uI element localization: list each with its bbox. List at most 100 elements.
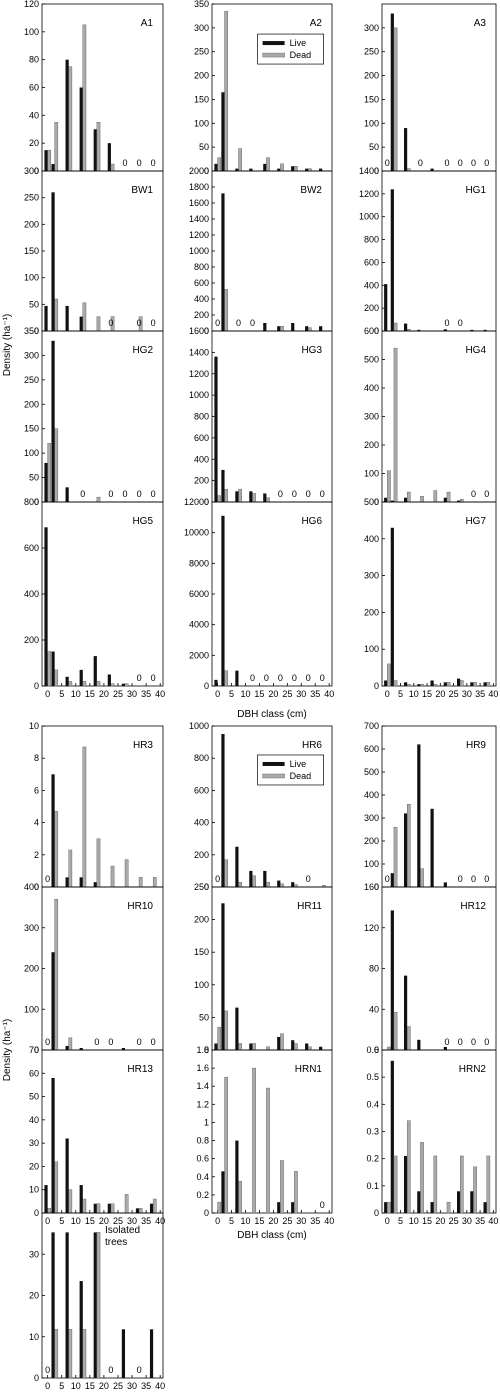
y-tick-label: 300	[364, 813, 379, 823]
bar-dead	[82, 1198, 87, 1214]
y-tick-label: 1.4	[196, 1081, 209, 1091]
bar-dead	[280, 163, 284, 172]
zero-label: 0	[123, 489, 128, 499]
y-tick-label: 0.8	[196, 1136, 209, 1146]
legend-label-dead: Dead	[290, 50, 312, 60]
y-tick-label: 500	[364, 767, 379, 777]
y-tick-label: 300	[364, 23, 379, 33]
y-tick-label: 300	[24, 166, 39, 176]
y-tick-label: 100	[364, 859, 379, 869]
zero-label: 0	[458, 318, 463, 328]
zero-label: 0	[292, 489, 297, 499]
bar-dead	[486, 1155, 491, 1214]
bar-live	[51, 774, 55, 887]
bar-live	[319, 326, 323, 331]
panel-title: HR12	[460, 901, 486, 912]
y-tick-label: 0.5	[366, 1072, 379, 1082]
y-tick-label: 200	[364, 440, 379, 450]
zero-label: 0	[471, 874, 476, 884]
bar-dead	[224, 670, 228, 687]
x-tick-label: 35	[141, 1381, 151, 1391]
bar-live	[214, 356, 218, 502]
y-tick-label: 6000	[189, 589, 209, 599]
bar-live	[51, 651, 55, 686]
bar-live	[93, 1203, 97, 1213]
bar-live	[51, 340, 55, 502]
zero-label: 0	[385, 874, 390, 884]
panel-title: HR6	[302, 740, 322, 751]
bar-dead	[266, 157, 270, 172]
x-tick-label: 0	[45, 1381, 50, 1391]
bar-live	[135, 1208, 140, 1213]
legend-swatch-dead	[262, 52, 285, 58]
y-tick-label: 800	[194, 753, 209, 763]
bar-dead	[420, 1142, 424, 1214]
y-tick-label: 0	[204, 1208, 209, 1218]
panel-frame	[41, 330, 164, 503]
bar-dead	[110, 683, 115, 687]
y-tick-label: 0.3	[366, 1127, 379, 1137]
x-tick-label: 35	[310, 1216, 320, 1226]
y-tick-label: 250	[24, 193, 39, 203]
panel-hr11: 0 50 100 150 200 250 HR11	[194, 882, 333, 1055]
zero-label: 0	[108, 489, 113, 499]
bar-dead	[486, 682, 491, 687]
bar-live	[79, 87, 83, 171]
y-tick-label: 1.6	[196, 1063, 209, 1073]
x-tick-label: 35	[475, 1216, 485, 1226]
y-tick-label: 0	[374, 1208, 379, 1218]
bar-dead	[54, 1329, 59, 1379]
bar-dead	[96, 496, 101, 503]
bar-live	[390, 1060, 394, 1213]
bar-live	[221, 903, 225, 1050]
y-tick-label: 200	[364, 836, 379, 846]
bar-live	[277, 168, 281, 171]
bar-live	[319, 1046, 323, 1050]
x-tick-label: 40	[324, 1216, 334, 1226]
bar-live	[235, 1007, 239, 1050]
x-tick-label: 5	[229, 689, 234, 699]
zero-label: 0	[137, 489, 142, 499]
y-tick-label: 0	[204, 166, 209, 176]
bar-dead	[280, 1160, 284, 1214]
x-tick-label: 40	[155, 689, 165, 699]
y-tick-label: 0	[34, 326, 39, 336]
bar-live	[51, 192, 55, 331]
y-tick-label: 0.4	[366, 1099, 379, 1109]
bar-dead	[473, 1166, 477, 1214]
legend-box	[257, 754, 324, 786]
x-tick-label: 25	[113, 1216, 123, 1226]
bar-live	[384, 680, 388, 686]
x-tick-label: 40	[488, 689, 498, 699]
bar-dead	[224, 1010, 228, 1051]
y-tick-label: 30	[29, 1138, 39, 1148]
x-tick-label: 15	[254, 1216, 264, 1226]
bar-live	[149, 1203, 154, 1213]
zero-label: 0	[418, 158, 423, 168]
y-tick-label: 250	[194, 47, 209, 57]
panel-frame	[211, 1049, 333, 1214]
x-tick-label: 5	[229, 1216, 234, 1226]
y-tick-label: 0.4	[196, 1172, 209, 1182]
y-tick-label: 1000	[189, 246, 209, 256]
bar-dead	[217, 157, 221, 172]
y-tick-label: 10	[29, 1185, 39, 1195]
bar-live	[214, 1043, 218, 1050]
bar-dead	[54, 899, 59, 1051]
bar-dead	[54, 428, 59, 503]
y-tick-label: 70	[29, 1045, 39, 1055]
zero-label: 0	[264, 673, 269, 683]
zero-label: 0	[151, 318, 156, 328]
y-tick-label: 0	[204, 1045, 209, 1055]
y-tick-label: 1000	[189, 390, 209, 400]
bar-live	[443, 882, 447, 887]
y-tick-label: 600	[194, 785, 209, 795]
bar-live	[384, 497, 388, 502]
bar-live	[79, 1047, 83, 1050]
bar-live	[390, 13, 394, 171]
bar-dead	[393, 1155, 398, 1214]
bar-dead	[124, 683, 129, 687]
